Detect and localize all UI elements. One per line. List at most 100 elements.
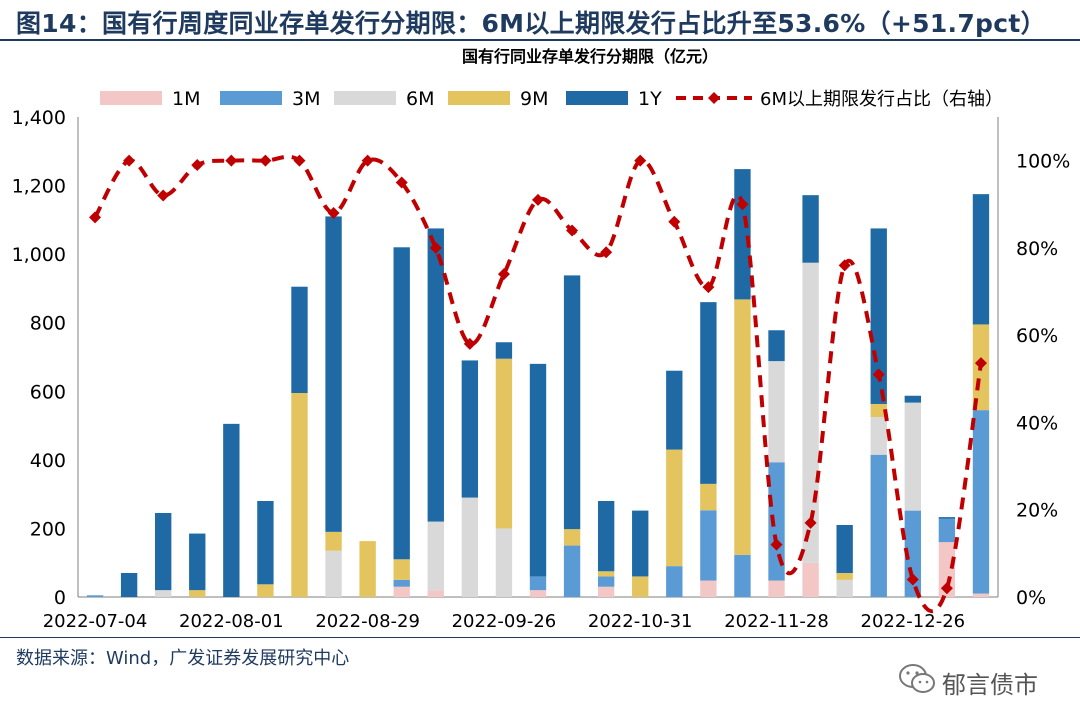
watermark-text: 郁言债市 xyxy=(942,671,1038,699)
bar-1y xyxy=(325,216,342,532)
chart-title: 国有行同业存单发行分期限（亿元） xyxy=(462,47,718,66)
ratio-marker xyxy=(872,368,885,381)
ratio-marker xyxy=(259,154,272,167)
ratio-marker xyxy=(940,582,953,595)
y-right-tick-label: 20% xyxy=(1016,500,1058,522)
bar-9m xyxy=(257,584,274,597)
bar-1y xyxy=(904,395,921,403)
bar-1y xyxy=(563,275,581,530)
bar-9m xyxy=(563,529,581,546)
bar-3m xyxy=(529,576,547,591)
bar-9m xyxy=(325,531,342,551)
bar-6m xyxy=(904,402,921,511)
footer-rule xyxy=(0,637,1080,638)
y-left-tick-label: 1,000 xyxy=(12,244,66,266)
x-tick-label: 2022-08-01 xyxy=(179,611,284,632)
bar-1y xyxy=(461,360,479,498)
bar-6m xyxy=(870,417,887,455)
legend-swatch-1y xyxy=(566,91,628,105)
bar-6m xyxy=(461,497,479,597)
ratio-marker xyxy=(668,215,681,228)
ratio-marker xyxy=(361,154,374,167)
ratio-marker xyxy=(327,207,340,219)
legend-label-9m: 9M xyxy=(520,88,548,110)
ratio-marker xyxy=(804,516,817,529)
bar-1y xyxy=(223,423,240,597)
legend-swatch-1m xyxy=(100,91,162,105)
header-rule xyxy=(0,39,1080,41)
bar-3m xyxy=(666,566,683,597)
bar-6m xyxy=(802,262,819,563)
bar-9m xyxy=(870,403,887,417)
bar-3m xyxy=(938,518,956,543)
bar-6m xyxy=(495,528,513,597)
bar-3m xyxy=(597,576,615,587)
bar-3m xyxy=(734,554,751,597)
bar-3m xyxy=(972,410,990,594)
ratio-marker xyxy=(429,241,442,254)
legend-label-ratio: 6M以上期限发行占比（右轴） xyxy=(760,89,1003,110)
bar-3m xyxy=(393,579,410,587)
bar-1y xyxy=(597,501,615,572)
ratio-marker xyxy=(89,211,102,224)
bar-6m xyxy=(427,521,444,591)
ratio-line-path xyxy=(93,154,983,614)
ratio-marker xyxy=(463,337,476,350)
bars xyxy=(86,169,990,597)
bar-9m xyxy=(734,299,751,555)
bar-9m xyxy=(359,541,376,597)
bar-6m xyxy=(325,550,342,597)
x-tick-label: 2022-07-04 xyxy=(43,611,148,632)
bar-1y xyxy=(632,510,649,577)
bar-3m xyxy=(563,545,581,597)
y-left-tick-label: 800 xyxy=(30,313,66,335)
ratio-marker xyxy=(634,154,647,167)
ratio-marker xyxy=(157,189,170,202)
y-right-tick-label: 40% xyxy=(1016,412,1058,434)
bar-1y xyxy=(734,169,751,300)
bar-6m xyxy=(768,361,785,463)
bar-9m xyxy=(393,559,410,580)
bar-1y xyxy=(700,302,717,484)
bar-9m xyxy=(632,576,649,597)
bar-1y xyxy=(291,286,308,393)
bar-1y xyxy=(189,533,206,591)
bar-1y xyxy=(393,247,410,560)
bar-1y xyxy=(495,342,513,359)
legend-label-6m: 6M xyxy=(406,88,434,110)
y-left-tick-label: 200 xyxy=(30,518,66,540)
ratio-marker xyxy=(123,154,136,167)
bar-1m xyxy=(529,590,547,597)
y-left-tick-label: 1,400 xyxy=(12,107,66,129)
bar-1m xyxy=(802,562,819,597)
bar-6m xyxy=(155,590,172,597)
ratio-marker xyxy=(566,224,579,237)
legend-swatch-6m xyxy=(334,91,396,105)
legend-label-1m: 1M xyxy=(172,88,200,110)
y-left-tick-label: 0 xyxy=(54,587,66,609)
y-right-tick-label: 60% xyxy=(1016,325,1058,347)
bar-9m xyxy=(291,393,308,597)
y-right-tick-label: 0% xyxy=(1016,587,1046,609)
legend-label-1y: 1Y xyxy=(638,88,662,110)
legend-swatch-9m xyxy=(448,91,510,105)
bar-1m xyxy=(393,586,410,597)
ratio-marker xyxy=(293,154,306,167)
ratio-marker xyxy=(532,193,544,206)
y-left-tick-label: 400 xyxy=(30,450,66,472)
bar-3m xyxy=(86,595,104,597)
x-tick-label: 2022-10-31 xyxy=(588,611,693,632)
bar-1y xyxy=(836,525,853,573)
ratio-marker xyxy=(191,159,204,171)
bar-1y xyxy=(802,195,819,263)
legend-marker-ratio xyxy=(708,92,720,104)
bar-1y xyxy=(938,517,956,519)
ratio-marker xyxy=(225,154,238,167)
legend: 1M 3M 6M 9M 1Y 6M以上期限发行占比（右轴） xyxy=(100,88,1003,110)
ratio-marker xyxy=(395,176,408,189)
ratio-marker xyxy=(736,198,749,211)
figure-title: 图14：国有行周度同业存单发行分期限：6M以上期限发行占比升至53.6%（+51… xyxy=(16,9,1046,38)
bar-9m xyxy=(597,571,615,577)
bar-1y xyxy=(666,370,683,450)
bar-1y xyxy=(120,573,138,597)
